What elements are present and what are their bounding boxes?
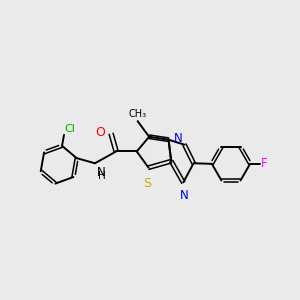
Text: N: N	[97, 166, 106, 178]
Text: O: O	[95, 126, 105, 139]
Text: H: H	[98, 172, 106, 182]
Text: Cl: Cl	[64, 124, 76, 134]
Text: N: N	[174, 132, 183, 145]
Text: S: S	[143, 177, 151, 190]
Text: F: F	[261, 157, 267, 170]
Text: CH₃: CH₃	[129, 109, 147, 119]
Text: N: N	[180, 189, 189, 202]
